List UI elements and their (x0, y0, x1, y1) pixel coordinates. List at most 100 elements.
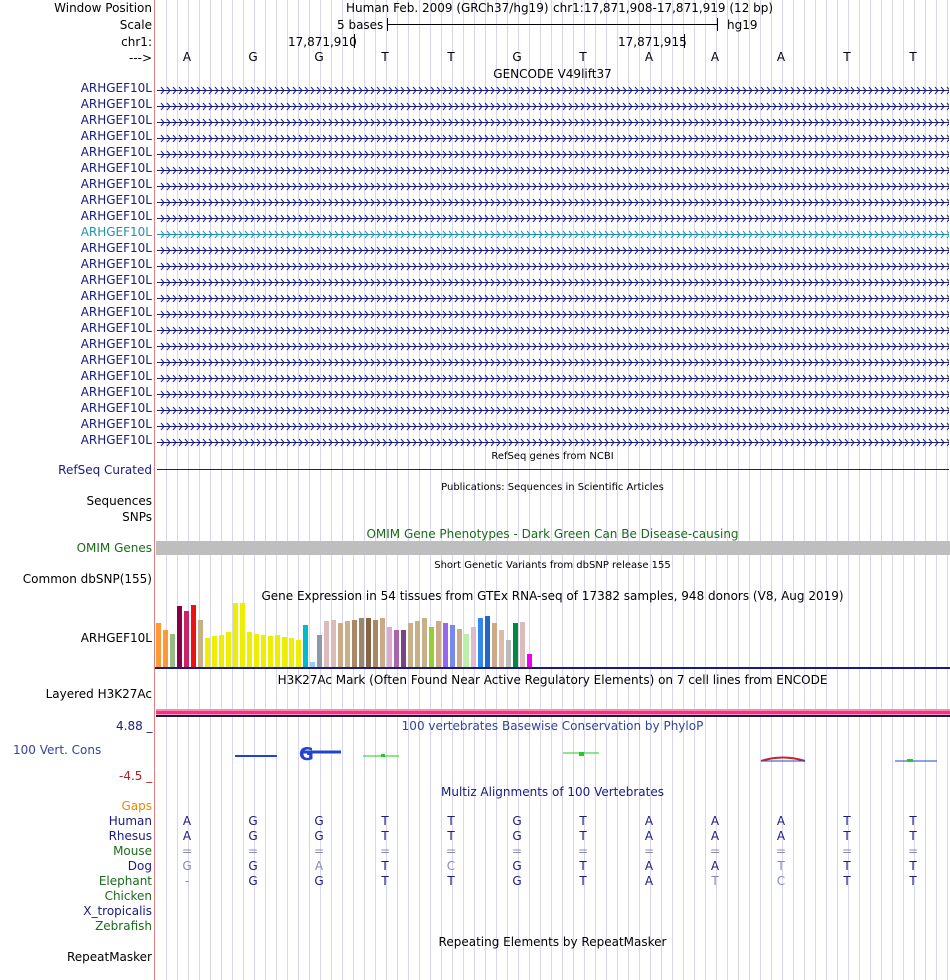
omim-track-title[interactable]: OMIM Gene Phenotypes - Dark Green Can Be… (366, 527, 739, 541)
gencode-transcript-track[interactable] (157, 404, 950, 415)
gencode-transcript-label[interactable]: ARHGEF10L (80, 241, 152, 255)
gtex-tissue-bar[interactable] (422, 618, 427, 667)
gencode-transcript-label[interactable]: ARHGEF10L (80, 385, 152, 399)
gencode-transcript-track[interactable] (157, 356, 950, 367)
gtex-tissue-bar[interactable] (163, 630, 168, 667)
gtex-tissue-bar[interactable] (415, 621, 420, 667)
gencode-transcript-track[interactable] (157, 292, 950, 303)
gencode-transcript-label[interactable]: ARHGEF10L (80, 161, 152, 175)
gencode-transcript-track[interactable] (157, 100, 950, 111)
gencode-transcript-track[interactable] (157, 164, 950, 175)
gtex-tissue-bar[interactable] (520, 622, 525, 667)
gencode-transcript-track[interactable] (157, 340, 950, 351)
gtex-tissue-bar[interactable] (499, 630, 504, 667)
dbsnp-track-label[interactable]: Common dbSNP(155) (22, 572, 152, 586)
gencode-transcript-label[interactable]: ARHGEF10L (80, 369, 152, 383)
gencode-transcript-track[interactable] (157, 420, 950, 431)
gtex-tissue-bar[interactable] (254, 634, 259, 667)
gtex-tissue-bar[interactable] (485, 616, 490, 667)
gtex-tissue-bar[interactable] (464, 634, 469, 667)
gtex-tissue-bar[interactable] (184, 611, 189, 667)
repeatmasker-track-label[interactable]: RepeatMasker (66, 950, 152, 964)
gencode-transcript-track[interactable] (157, 276, 950, 287)
gtex-tissue-bar[interactable] (156, 623, 161, 667)
phylop-signal[interactable]: G (155, 740, 950, 770)
gtex-tissue-bar[interactable] (373, 620, 378, 667)
multiz-species-label[interactable]: Human (108, 814, 152, 828)
gencode-transcript-track[interactable] (157, 180, 950, 191)
gencode-transcript-label[interactable]: ARHGEF10L (80, 81, 152, 95)
h3k27ac-track-title[interactable]: H3K27Ac Mark (Often Found Near Active Re… (277, 673, 828, 687)
gencode-transcript-label[interactable]: ARHGEF10L (80, 97, 152, 111)
gencode-transcript-label[interactable]: ARHGEF10L (80, 193, 152, 207)
gtex-tissue-bar[interactable] (345, 621, 350, 667)
gtex-tissue-bar[interactable] (226, 632, 231, 667)
gtex-tissue-bar[interactable] (338, 623, 343, 667)
gtex-tissue-bar[interactable] (387, 627, 392, 667)
gtex-tissue-bar[interactable] (429, 627, 434, 667)
gencode-transcript-track[interactable] (157, 148, 950, 159)
gencode-transcript-label[interactable]: ARHGEF10L (80, 177, 152, 191)
gtex-tissue-bar[interactable] (275, 635, 280, 667)
gtex-tissue-bar[interactable] (471, 627, 476, 667)
gtex-tissue-bar[interactable] (170, 634, 175, 667)
gtex-tissue-bar[interactable] (492, 623, 497, 667)
gtex-bar-chart[interactable] (156, 603, 536, 667)
gtex-tissue-bar[interactable] (191, 605, 196, 667)
gtex-tissue-bar[interactable] (506, 640, 511, 667)
gencode-transcript-label[interactable]: ARHGEF10L (80, 273, 152, 287)
multiz-species-label[interactable]: Dog (127, 859, 152, 873)
gtex-tissue-bar[interactable] (527, 654, 532, 667)
gencode-transcript-track[interactable] (157, 324, 950, 335)
gtex-tissue-bar[interactable] (240, 603, 245, 667)
refseq-track-label[interactable]: RefSeq Curated (58, 463, 152, 477)
gencode-transcript-label[interactable]: ARHGEF10L (80, 305, 152, 319)
multiz-track-title[interactable]: Multiz Alignments of 100 Vertebrates (440, 785, 665, 799)
gtex-track-label[interactable]: ARHGEF10L (80, 631, 152, 645)
gtex-tissue-bar[interactable] (198, 620, 203, 667)
gtex-tissue-bar[interactable] (436, 621, 441, 667)
gencode-transcript-label[interactable]: ARHGEF10L (80, 417, 152, 431)
gtex-tissue-bar[interactable] (331, 620, 336, 667)
gencode-transcript-track[interactable] (157, 244, 950, 255)
gtex-tissue-bar[interactable] (233, 603, 238, 667)
gtex-tissue-bar[interactable] (324, 621, 329, 667)
gencode-track-title[interactable]: GENCODE V49lift37 (493, 67, 612, 81)
gtex-tissue-bar[interactable] (317, 635, 322, 667)
gtex-tissue-bar[interactable] (212, 636, 217, 667)
gtex-track-title[interactable]: Gene Expression in 54 tissues from GTEx … (261, 589, 844, 603)
gencode-transcript-track[interactable] (157, 308, 950, 319)
gencode-transcript-label[interactable]: ARHGEF10L (80, 113, 152, 127)
gtex-tissue-bar[interactable] (401, 630, 406, 667)
gencode-transcript-track[interactable] (157, 372, 950, 383)
gencode-transcript-label[interactable]: ARHGEF10L (80, 257, 152, 271)
gtex-tissue-bar[interactable] (303, 625, 308, 667)
phylop-track-label[interactable]: 100 Vert. Cons (13, 743, 102, 757)
publications-track-title[interactable]: Publications: Sequences in Scientific Ar… (441, 482, 664, 493)
gencode-transcript-track[interactable] (157, 228, 950, 239)
gtex-tissue-bar[interactable] (408, 623, 413, 667)
gencode-transcript-label[interactable]: ARHGEF10L (80, 145, 152, 159)
gencode-transcript-track[interactable] (157, 212, 950, 223)
gencode-transcript-label[interactable]: ARHGEF10L (80, 225, 152, 239)
gencode-transcript-label[interactable]: ARHGEF10L (80, 353, 152, 367)
gencode-transcript-track[interactable] (157, 260, 950, 271)
gencode-transcript-label[interactable]: ARHGEF10L (80, 337, 152, 351)
refseq-track-title[interactable]: RefSeq genes from NCBI (491, 451, 614, 462)
gtex-tissue-bar[interactable] (366, 618, 371, 667)
gtex-tissue-bar[interactable] (219, 635, 224, 667)
multiz-species-label[interactable]: Elephant (98, 874, 152, 888)
publications-label-sequences[interactable]: Sequences (86, 494, 152, 508)
gtex-tissue-bar[interactable] (457, 629, 462, 667)
gtex-tissue-bar[interactable] (394, 630, 399, 667)
multiz-species-label[interactable]: X_tropicalis (83, 904, 152, 918)
gencode-transcript-label[interactable]: ARHGEF10L (80, 129, 152, 143)
gtex-tissue-bar[interactable] (261, 635, 266, 667)
refseq-gene-line[interactable] (157, 469, 949, 470)
gtex-tissue-bar[interactable] (513, 623, 518, 667)
gtex-tissue-bar[interactable] (310, 662, 315, 667)
phylop-track-title[interactable]: 100 vertebrates Basewise Conservation by… (401, 719, 704, 733)
publications-label-snps[interactable]: SNPs (122, 510, 152, 524)
gencode-transcript-track[interactable] (157, 388, 950, 399)
omim-track-label[interactable]: OMIM Genes (76, 541, 152, 555)
